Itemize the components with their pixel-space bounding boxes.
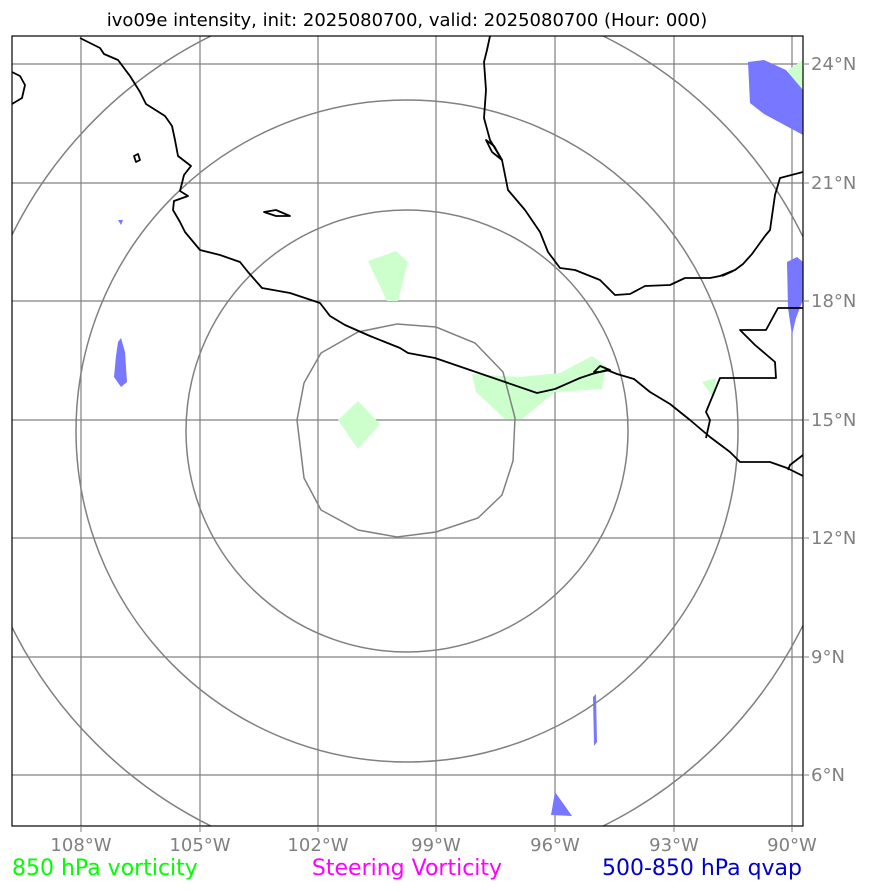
lat-tick-label: 15°N xyxy=(811,410,856,431)
map-frame xyxy=(11,35,804,827)
legend-qvap-label: 500-850 hPa qvap xyxy=(602,856,802,881)
range-ring-3 xyxy=(75,99,739,763)
lat-tick-label: 12°N xyxy=(811,528,856,549)
lon-tick-label: 90°W xyxy=(767,835,817,856)
legend-vorticity-label: 850 hPa vorticity xyxy=(12,856,198,881)
vorticity-patch-north xyxy=(368,251,408,301)
lon-tick-labels: 108°W 105°W 102°W 99°W 96°W 93°W 90°W xyxy=(50,835,817,856)
lon-tick-label: 102°W xyxy=(287,835,348,856)
lagoon-north xyxy=(485,139,503,161)
small-island xyxy=(133,153,141,163)
range-ring-1 xyxy=(296,323,516,538)
coast-isthmus xyxy=(593,365,611,373)
coastlines xyxy=(12,36,803,477)
vorticity-850-contours xyxy=(338,60,803,449)
gulf-coast xyxy=(483,36,803,296)
islas-marias xyxy=(263,209,291,217)
vorticity-patch-coast xyxy=(472,356,606,419)
vorticity-patch-east xyxy=(702,378,716,398)
islet-gulf xyxy=(721,270,734,277)
lat-tick-label: 9°N xyxy=(811,647,845,668)
baja-tip xyxy=(12,71,26,105)
lat-tick-label: 24°N xyxy=(811,54,856,75)
range-rings xyxy=(12,36,803,826)
lat-tick-label: 6°N xyxy=(811,765,845,786)
qvap-patch-east xyxy=(787,257,803,335)
lon-tick-label: 105°W xyxy=(169,835,230,856)
lat-tick-label: 21°N xyxy=(811,173,856,194)
qvap-patch-southern-edge xyxy=(551,792,572,816)
mexico-pacific-coast xyxy=(79,37,803,477)
range-ring-2 xyxy=(185,209,629,653)
qvap-patch-south xyxy=(593,694,597,746)
lat-tick-labels: 24°N 21°N 18°N 15°N 12°N 9°N 6°N xyxy=(811,54,856,786)
bay-of-campeche-east xyxy=(787,454,803,471)
qvap-patch-west xyxy=(114,338,127,387)
figure-title: ivo09e intensity, init: 2025080700, vali… xyxy=(107,10,707,31)
legend-steering-label: Steering Vorticity xyxy=(312,856,502,881)
qvap-patch-dot xyxy=(118,220,123,225)
graticule xyxy=(12,36,803,826)
map-panel xyxy=(12,36,803,826)
lat-tick-label: 18°N xyxy=(811,291,856,312)
vorticity-patch-west xyxy=(338,401,380,449)
yucatan-border xyxy=(705,307,803,439)
lon-tick-label: 99°W xyxy=(411,835,461,856)
lat-ticks xyxy=(803,63,809,776)
lon-tick-label: 93°W xyxy=(649,835,699,856)
lon-tick-label: 96°W xyxy=(530,835,580,856)
qvap-patch-northeast xyxy=(748,60,803,135)
lon-ticks xyxy=(80,826,793,832)
range-ring-4 xyxy=(12,36,803,826)
lon-tick-label: 108°W xyxy=(50,835,111,856)
qvap-contours xyxy=(114,60,803,816)
